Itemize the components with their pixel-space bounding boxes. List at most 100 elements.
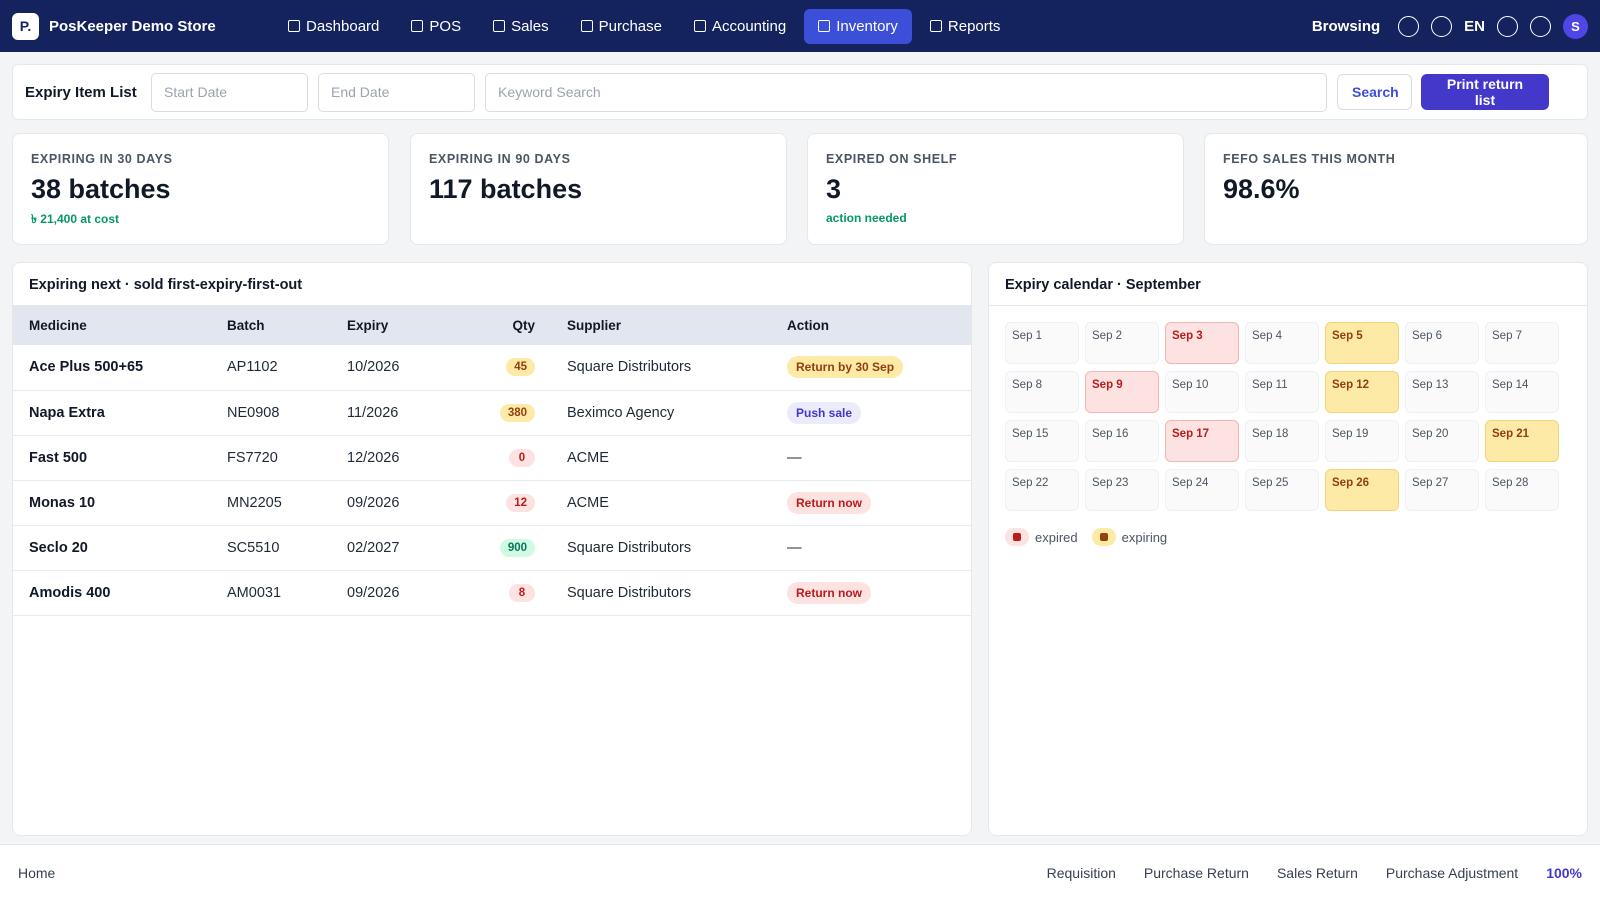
calendar-day[interactable]: Sep 9 bbox=[1085, 371, 1159, 413]
help-icon[interactable] bbox=[1431, 15, 1453, 37]
cell-batch: AM0031 bbox=[211, 570, 331, 616]
cell-expiry: 12/2026 bbox=[331, 435, 451, 481]
table-row[interactable]: Amodis 400 AM0031 09/2026 8 Square Distribut… bbox=[13, 570, 971, 616]
calendar-day[interactable]: Sep 7 bbox=[1485, 322, 1559, 364]
search-button[interactable]: Search bbox=[1337, 74, 1412, 110]
theme-icon[interactable] bbox=[1497, 15, 1518, 37]
expiring-next-panel: Expiring next · sold first-expiry-first-… bbox=[12, 262, 972, 836]
calendar-day[interactable]: Sep 20 bbox=[1405, 420, 1479, 462]
purchase-icon bbox=[580, 20, 593, 32]
calendar-day[interactable]: Sep 24 bbox=[1165, 469, 1239, 511]
sales-icon bbox=[493, 20, 506, 32]
col-qty[interactable]: Qty bbox=[451, 306, 551, 345]
qty-badge: 0 bbox=[509, 448, 535, 467]
calendar-day[interactable]: Sep 12 bbox=[1325, 371, 1399, 413]
calendar-day[interactable]: Sep 23 bbox=[1085, 469, 1159, 511]
nav-reports[interactable]: Reports bbox=[916, 9, 1015, 44]
nav-label: Reports bbox=[947, 17, 1001, 35]
nav-accounting[interactable]: Accounting bbox=[680, 9, 800, 44]
calendar-day[interactable]: Sep 25 bbox=[1245, 469, 1319, 511]
table-row[interactable]: Fast 500 FS7720 12/2026 0 ACME — bbox=[13, 435, 971, 481]
cell-medicine: Fast 500 bbox=[13, 435, 211, 481]
cell-expiry: 02/2027 bbox=[331, 525, 451, 571]
calendar-day[interactable]: Sep 8 bbox=[1005, 371, 1079, 413]
footer-home-link[interactable]: Home bbox=[18, 864, 56, 881]
user-avatar[interactable]: S bbox=[1563, 13, 1588, 39]
calendar-day[interactable]: Sep 5 bbox=[1325, 322, 1399, 364]
table-row[interactable]: Seclo 20 SC5510 02/2027 900 Square Distribut… bbox=[13, 525, 971, 571]
end-date-input[interactable] bbox=[318, 72, 475, 112]
brand[interactable]: P. PosKeeper Demo Store bbox=[12, 12, 274, 40]
main-nav: Dashboard POS Sales Purchase Accounting … bbox=[274, 8, 1015, 44]
col-supplier[interactable]: Supplier bbox=[551, 306, 771, 345]
calendar-day[interactable]: Sep 14 bbox=[1485, 371, 1559, 413]
cell-supplier: Square Distributors bbox=[551, 525, 771, 571]
inventory-icon bbox=[818, 20, 831, 32]
calendar-day[interactable]: Sep 22 bbox=[1005, 469, 1079, 511]
table-row[interactable]: Napa Extra NE0908 11/2026 380 Beximco Agency… bbox=[13, 390, 971, 436]
reports-icon bbox=[929, 20, 942, 32]
kpi-label: EXPIRING IN 30 DAYS bbox=[31, 152, 173, 166]
col-batch[interactable]: Batch bbox=[211, 306, 331, 345]
accounting-icon bbox=[693, 20, 706, 32]
cell-action: — bbox=[771, 435, 971, 481]
footer-link-sales-return[interactable]: Sales Return bbox=[1276, 864, 1358, 881]
action-badge[interactable]: Return now bbox=[787, 581, 871, 604]
cell-qty: 45 bbox=[451, 345, 551, 391]
top-navbar: P. PosKeeper Demo Store Dashboard POS Sa… bbox=[0, 0, 1600, 52]
calendar-day[interactable]: Sep 13 bbox=[1405, 371, 1479, 413]
calendar-day[interactable]: Sep 28 bbox=[1485, 469, 1559, 511]
zoom-level[interactable]: 100% bbox=[1546, 864, 1582, 881]
nav-pos[interactable]: POS bbox=[397, 9, 475, 44]
col-medicine[interactable]: Medicine bbox=[13, 306, 211, 345]
print-return-list-button[interactable]: Print return list bbox=[1421, 74, 1549, 110]
action-badge[interactable]: Push sale bbox=[787, 401, 862, 424]
calendar-day[interactable]: Sep 6 bbox=[1405, 322, 1479, 364]
calendar-day[interactable]: Sep 18 bbox=[1245, 420, 1319, 462]
language-switch[interactable]: EN bbox=[1464, 17, 1485, 35]
calendar-day[interactable]: Sep 1 bbox=[1005, 322, 1079, 364]
table-row[interactable]: Monas 10 MN2205 09/2026 12 ACME Return now bbox=[13, 480, 971, 526]
calendar-day[interactable]: Sep 19 bbox=[1325, 420, 1399, 462]
notification-icon[interactable] bbox=[1398, 15, 1420, 37]
footer-link-purchase-adjustment[interactable]: Purchase Adjustment bbox=[1385, 864, 1519, 881]
calendar-day[interactable]: Sep 4 bbox=[1245, 322, 1319, 364]
expiry-calendar-panel: Expiry calendar · September Sep 1 Sep 2 Se… bbox=[988, 262, 1588, 836]
col-action[interactable]: Action bbox=[771, 306, 971, 345]
keyword-search-input[interactable] bbox=[485, 72, 1327, 112]
kpi-fefo-sales: FEFO SALES THIS MONTH 98.6% bbox=[1204, 133, 1588, 245]
legend-expired: expired bbox=[1005, 528, 1078, 546]
action-badge[interactable]: Return now bbox=[787, 491, 871, 514]
nav-dashboard[interactable]: Dashboard bbox=[274, 9, 393, 44]
settings-icon[interactable] bbox=[1530, 15, 1551, 37]
action-badge[interactable]: Return by 30 Sep bbox=[787, 356, 904, 379]
calendar-day[interactable]: Sep 2 bbox=[1085, 322, 1159, 364]
calendar-day[interactable]: Sep 10 bbox=[1165, 371, 1239, 413]
col-expiry[interactable]: Expiry bbox=[331, 306, 451, 345]
calendar-day[interactable]: Sep 21 bbox=[1485, 420, 1559, 462]
nav-right-tools: Browsing EN S bbox=[1312, 0, 1588, 52]
calendar-day[interactable]: Sep 11 bbox=[1245, 371, 1319, 413]
calendar-day[interactable]: Sep 3 bbox=[1165, 322, 1239, 364]
nav-sales[interactable]: Sales bbox=[479, 9, 563, 44]
panel-title: Expiry calendar · September bbox=[989, 263, 1587, 306]
store-name: PosKeeper Demo Store bbox=[49, 17, 216, 35]
nav-purchase[interactable]: Purchase bbox=[567, 9, 676, 44]
calendar-day[interactable]: Sep 17 bbox=[1165, 420, 1239, 462]
nav-inventory[interactable]: Inventory bbox=[804, 8, 912, 44]
browsing-mode-label[interactable]: Browsing bbox=[1311, 17, 1381, 35]
cell-qty: 0 bbox=[451, 435, 551, 481]
table-row[interactable]: Ace Plus 500+65 AP1102 10/2026 45 Square Dis… bbox=[13, 345, 971, 391]
cell-batch: SC5510 bbox=[211, 525, 331, 571]
cell-expiry: 09/2026 bbox=[331, 570, 451, 616]
footer-link-requisition[interactable]: Requisition bbox=[1046, 864, 1116, 881]
table-body: Ace Plus 500+65 AP1102 10/2026 45 Square Dis… bbox=[13, 345, 971, 616]
pos-icon bbox=[411, 20, 424, 32]
start-date-input[interactable] bbox=[151, 72, 308, 112]
calendar-day[interactable]: Sep 15 bbox=[1005, 420, 1079, 462]
calendar-day[interactable]: Sep 16 bbox=[1085, 420, 1159, 462]
footer-link-purchase-return[interactable]: Purchase Return bbox=[1143, 864, 1249, 881]
calendar-day[interactable]: Sep 27 bbox=[1405, 469, 1479, 511]
calendar-day[interactable]: Sep 26 bbox=[1325, 469, 1399, 511]
cell-expiry: 09/2026 bbox=[331, 480, 451, 526]
